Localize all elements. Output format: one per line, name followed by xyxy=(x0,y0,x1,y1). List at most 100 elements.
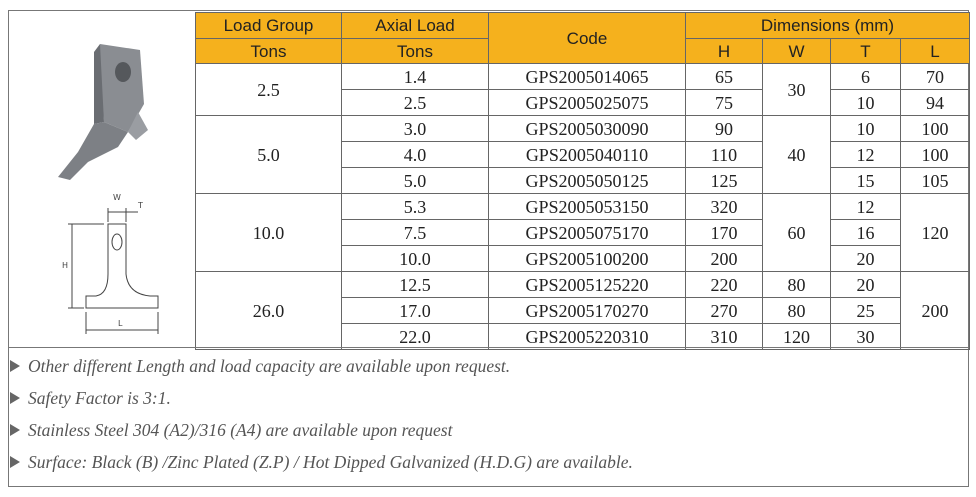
data-row: 5.0 3.0 GPS2005030090 90 40 10 100 xyxy=(195,115,970,194)
data-cell: GPS2005040110 xyxy=(488,141,686,168)
data-cell: 65 xyxy=(685,63,763,90)
spec-table: Load Group Axial Load Code Dimensions (m… xyxy=(195,12,970,350)
data-row: 2.5 1.4 GPS2005014065 65 30 6 70 xyxy=(195,63,970,116)
data-cell: 12 xyxy=(830,193,901,220)
data-cell: 100 xyxy=(900,141,970,168)
header-cell: Load Group xyxy=(195,12,342,39)
data-cell: 100 xyxy=(900,115,970,142)
data-cell: 110 xyxy=(685,141,763,168)
data-cell: 94 xyxy=(900,89,970,116)
data-cell: 75 xyxy=(685,89,763,116)
data-row: 5.0 GPS2005050125 125 15 105 xyxy=(196,167,970,194)
dim-label: W xyxy=(113,193,121,202)
data-cell: 25 xyxy=(830,297,901,324)
data-cell: 17.0 xyxy=(341,297,489,324)
header-cell: Axial Load xyxy=(341,12,489,39)
data-cell: GPS2005050125 xyxy=(488,167,686,194)
data-cell: 70 xyxy=(900,63,970,90)
data-cell: 200 xyxy=(900,271,970,350)
data-cell: 90 xyxy=(685,115,763,142)
dim-label: L xyxy=(118,319,123,328)
header-cell: H xyxy=(685,38,763,64)
header-cell: Tons xyxy=(195,38,342,64)
data-cell: 120 xyxy=(900,193,970,272)
data-cell: 20 xyxy=(830,271,901,298)
data-cell: GPS2005014065 xyxy=(488,63,686,90)
data-cell: 120 xyxy=(762,323,831,350)
data-cell: 5.3 xyxy=(341,193,489,220)
photo-leg xyxy=(58,122,128,180)
data-row: 26.0 12.5 GPS2005125220 220 80 20 200 xyxy=(195,271,970,350)
data-cell: 7.5 xyxy=(341,219,489,246)
header-cell: T xyxy=(830,38,901,64)
photo-hole xyxy=(115,62,131,82)
data-cell: 2.5 xyxy=(195,63,342,116)
data-cell: 320 xyxy=(685,193,763,220)
data-cell: 270 xyxy=(685,297,763,324)
header-row: Tons Tons H W T L xyxy=(195,38,970,64)
header-cell: Code xyxy=(488,12,686,64)
photo-side xyxy=(94,44,104,124)
data-cell: 16 xyxy=(830,219,901,246)
data-cell: 2.5 xyxy=(341,89,489,116)
note: Surface: Black (B) /Zinc Plated (Z.P) / … xyxy=(10,446,633,478)
product-illustration: W T H L xyxy=(58,44,159,334)
data-cell: GPS2005125220 xyxy=(488,271,686,298)
data-cell: 80 xyxy=(762,271,831,298)
data-cell: GPS2005025075 xyxy=(488,89,686,116)
data-row: 22.0 GPS2005220310 310 120 30 xyxy=(196,323,970,350)
data-cell: 12.5 xyxy=(341,271,489,298)
data-row: 7.5 GPS2005075170 170 16 xyxy=(196,219,970,246)
data-cell: 10.0 xyxy=(341,245,489,272)
data-cell: 12 xyxy=(830,141,901,168)
data-cell: 5.0 xyxy=(195,115,342,194)
data-cell: 4.0 xyxy=(341,141,489,168)
data-cell: 125 xyxy=(685,167,763,194)
data-cell: 200 xyxy=(685,245,763,272)
dim-label: T xyxy=(137,201,143,210)
data-cell: 22.0 xyxy=(341,323,489,350)
data-cell: 5.0 xyxy=(341,167,489,194)
data-cell: 3.0 xyxy=(341,115,489,142)
data-cell: GPS2005170270 xyxy=(488,297,686,324)
data-cell: 40 xyxy=(762,115,831,194)
data-row: 10.0 5.3 GPS2005053150 320 60 12 120 xyxy=(195,193,970,272)
header-cell: L xyxy=(900,38,970,64)
note: Other different Length and load capacity… xyxy=(10,350,633,382)
note: Stainless Steel 304 (A2)/316 (A4) are av… xyxy=(10,414,633,446)
header-cell: Tons xyxy=(341,38,489,64)
notes: Other different Length and load capacity… xyxy=(10,350,633,478)
data-cell: 20 xyxy=(830,245,901,272)
separator xyxy=(8,347,969,348)
data-cell: 105 xyxy=(900,167,970,194)
data-cell: 6 xyxy=(830,63,901,90)
data-cell: 10 xyxy=(830,89,901,116)
data-cell: 30 xyxy=(762,63,831,116)
photo-bracket xyxy=(100,44,144,132)
data-cell: 26.0 xyxy=(195,271,342,350)
data-cell: 310 xyxy=(685,323,763,350)
header-cell: W xyxy=(762,38,831,64)
data-cell: 1.4 xyxy=(341,63,489,90)
data-cell: GPS2005075170 xyxy=(488,219,686,246)
data-cell: 220 xyxy=(685,271,763,298)
data-cell: 15 xyxy=(830,167,901,194)
header-cell: Dimensions (mm) xyxy=(685,12,970,39)
photo-foot xyxy=(128,112,148,140)
data-cell: 30 xyxy=(830,323,901,350)
data-row: 17.0 GPS2005170270 270 80 25 xyxy=(196,297,970,324)
data-cell: 10 xyxy=(830,115,901,142)
data-cell: GPS2005030090 xyxy=(488,115,686,142)
data-cell: 80 xyxy=(762,297,831,324)
data-cell: GPS2005220310 xyxy=(488,323,686,350)
data-row: 2.5 GPS2005025075 75 10 94 xyxy=(196,89,970,116)
header-row: Load Group Axial Load Code Dimensions (m… xyxy=(195,12,970,64)
data-cell: GPS2005053150 xyxy=(488,193,686,220)
dim-label: H xyxy=(62,261,68,270)
data-row: 4.0 GPS2005040110 110 12 100 xyxy=(196,141,970,168)
data-cell: 170 xyxy=(685,219,763,246)
note: Safety Factor is 3:1. xyxy=(10,382,633,414)
data-cell: GPS2005100200 xyxy=(488,245,686,272)
data-cell: 60 xyxy=(762,193,831,272)
